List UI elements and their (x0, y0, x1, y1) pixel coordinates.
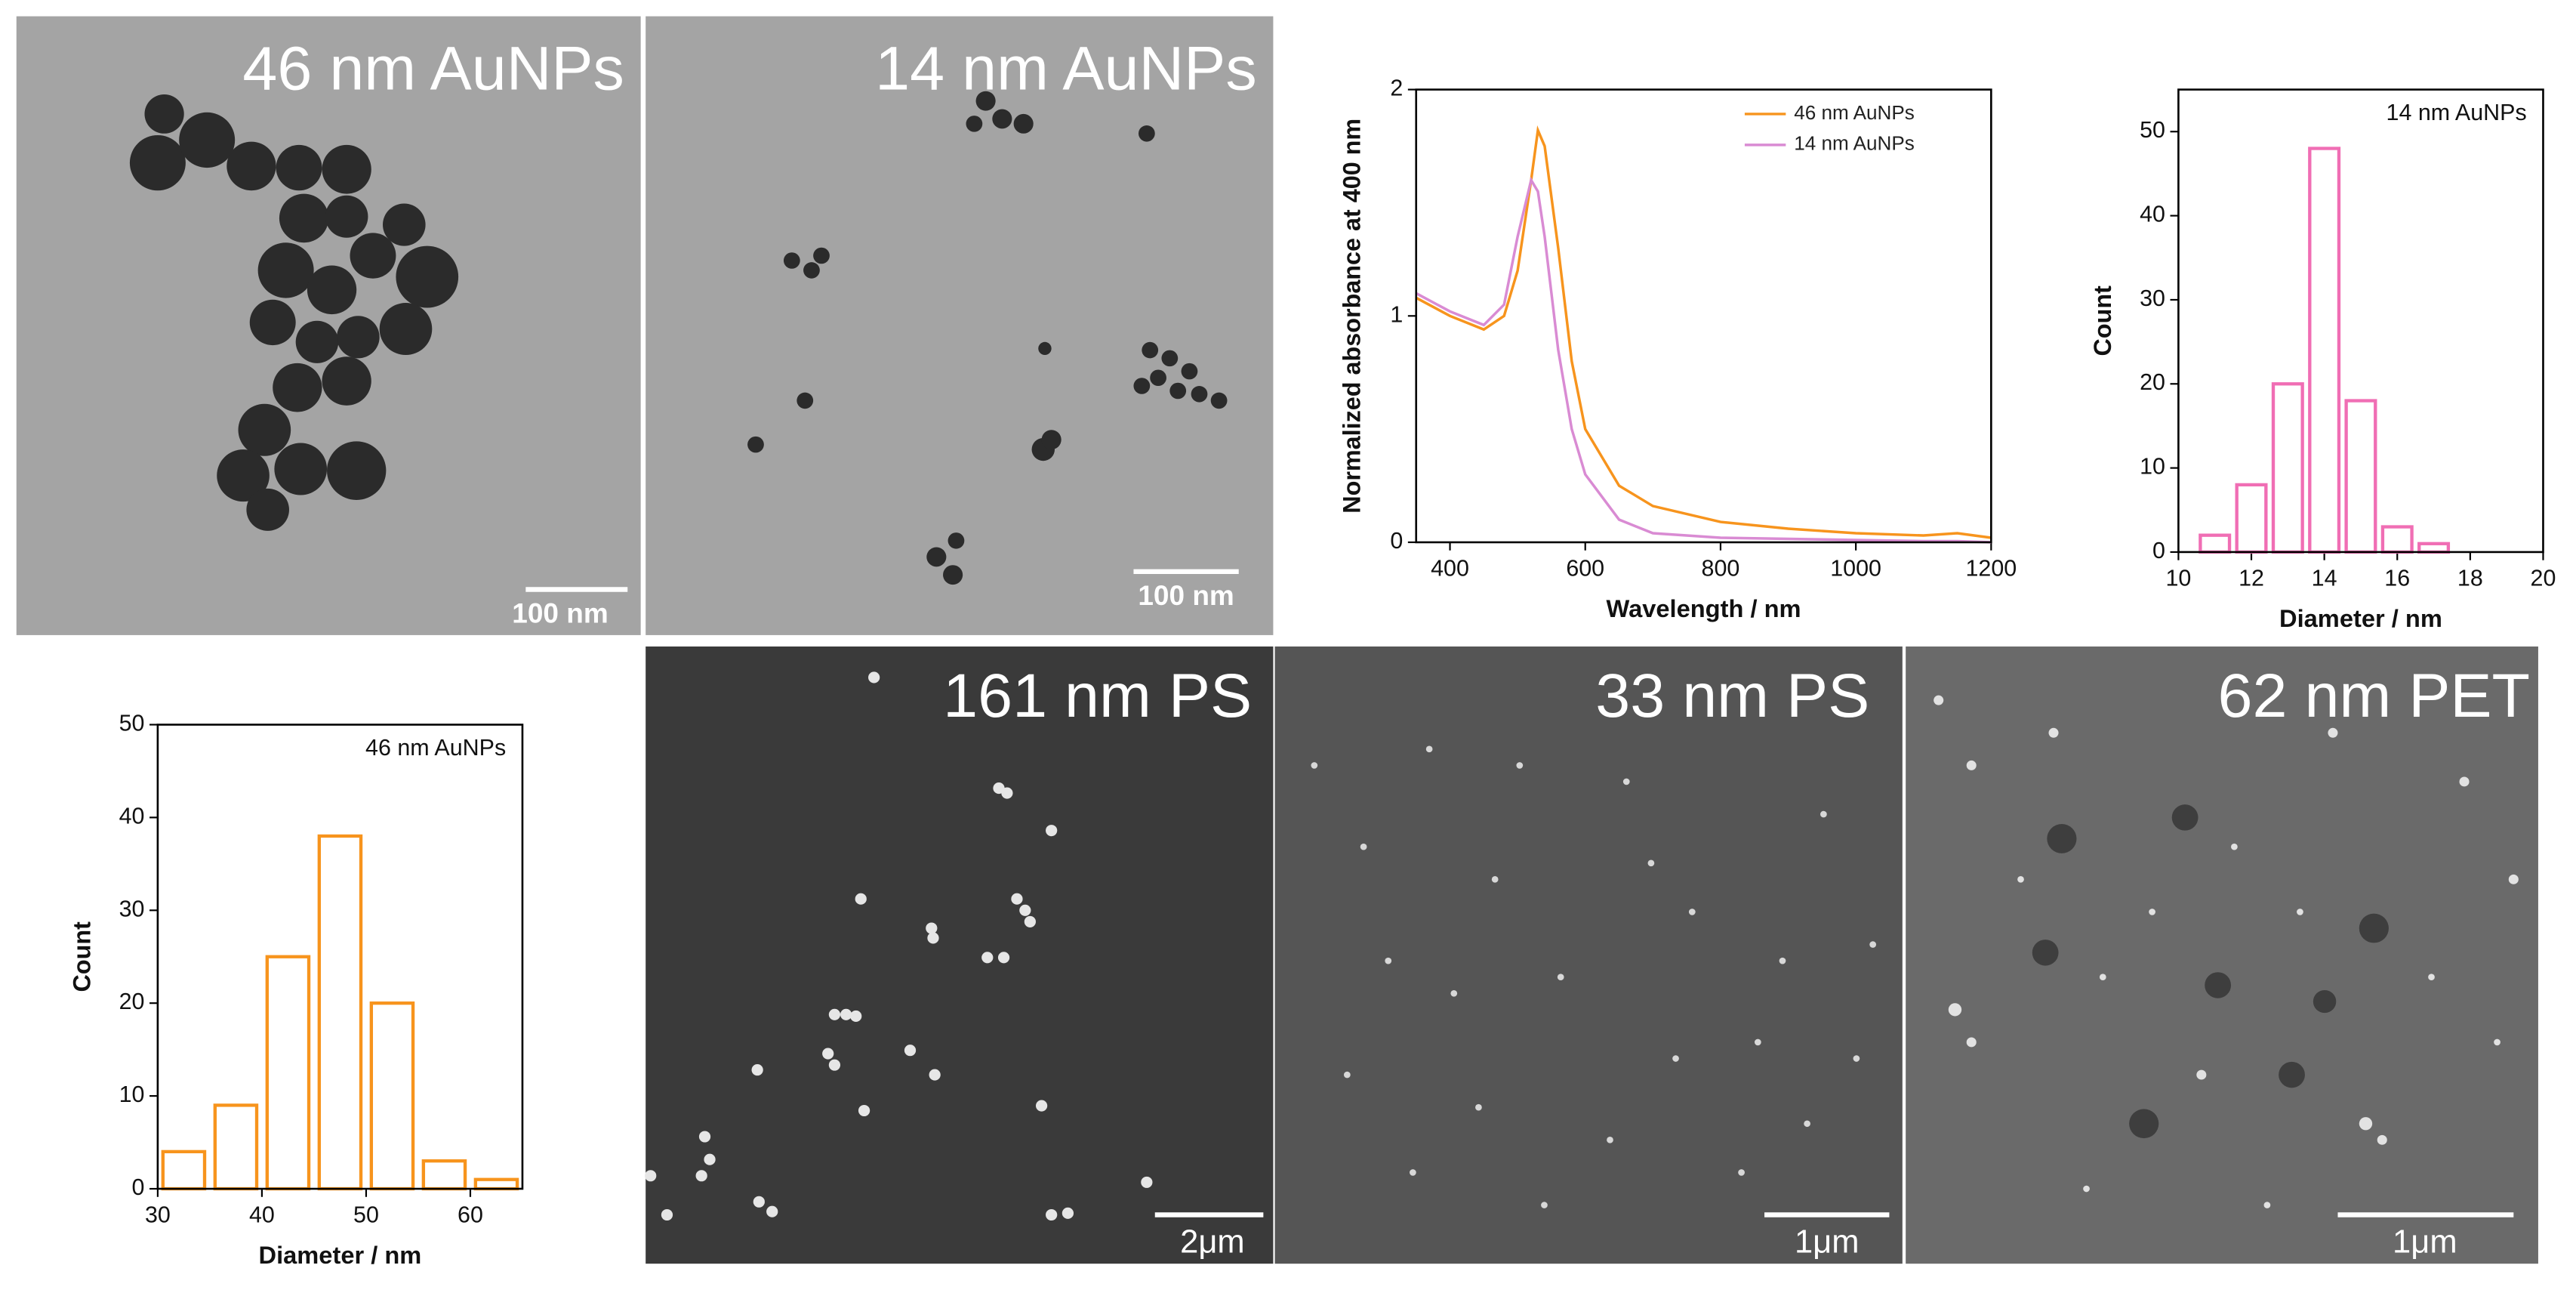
x-tick-label: 16 (2384, 566, 2410, 591)
bar (473, 1177, 519, 1191)
x-axis-label: Wavelength / nm (1606, 595, 1801, 622)
scale-bar-label: 100 nm (512, 598, 608, 629)
y-tick-label: 30 (2140, 286, 2165, 311)
x-tick-label: 40 (249, 1203, 275, 1228)
image-label: 62 nm PET (2218, 661, 2531, 730)
y-tick-label: 50 (2140, 118, 2165, 143)
y-tick-label: 0 (132, 1175, 145, 1200)
y-axis-label: Count (68, 921, 95, 992)
image-label: 33 nm PS (1595, 661, 1869, 730)
y-tick-label: 10 (2140, 455, 2165, 480)
x-tick-label: 30 (145, 1203, 171, 1228)
bar (2199, 533, 2232, 554)
x-tick-label: 18 (2457, 566, 2483, 591)
bar (317, 834, 363, 1191)
y-axis-label: Normalized absorbance at 400 nm (1339, 119, 1366, 514)
sem-image: 62 nm PET 1μm (1906, 646, 2538, 1264)
image-label: 14 nm AuNPs (875, 34, 1256, 103)
legend-label: 46 nm AuNPs (1794, 101, 1915, 124)
bar (2344, 399, 2377, 554)
x-tick-label: 50 (353, 1203, 379, 1228)
y-tick-label: 20 (119, 989, 145, 1014)
y-tick-label: 2 (1390, 76, 1403, 101)
y-tick-label: 10 (119, 1082, 145, 1107)
bar (265, 955, 311, 1191)
y-tick-label: 40 (119, 804, 145, 829)
x-tick-label: 14 (2312, 566, 2337, 591)
line-series (1415, 125, 1992, 539)
x-tick-label: 10 (2165, 566, 2191, 591)
bar (421, 1159, 467, 1191)
x-tick-label: 800 (1702, 557, 1740, 582)
axes-frame (156, 724, 524, 1190)
y-tick-label: 40 (2140, 202, 2165, 227)
x-tick-label: 1200 (1965, 557, 2017, 582)
y-tick-label: 0 (2152, 538, 2165, 563)
x-axis-label: Diameter / nm (259, 1242, 422, 1269)
x-tick-label: 60 (458, 1203, 483, 1228)
axes-frame (2177, 88, 2544, 554)
bar (2380, 525, 2414, 554)
image-label: 46 nm AuNPs (242, 34, 624, 103)
bar (2417, 542, 2451, 554)
line-series (1415, 176, 1992, 544)
y-axis-label: Count (2089, 285, 2116, 356)
y-tick-label: 0 (1390, 529, 1403, 554)
tem-image: 46 nm AuNPs 100 nm (16, 16, 641, 635)
axes-frame (1415, 88, 1992, 544)
bar (2271, 382, 2304, 554)
bar (161, 1150, 207, 1191)
scale-bar-label: 2μm (1180, 1224, 1245, 1261)
scale-bar-label: 100 nm (1138, 580, 1234, 611)
y-tick-label: 30 (119, 896, 145, 921)
bar (2235, 483, 2268, 554)
scale-bar-label: 1μm (2393, 1224, 2457, 1261)
x-tick-label: 1000 (1830, 557, 1881, 582)
scale-bar-label: 1μm (1795, 1224, 1860, 1261)
legend-label: 14 nm AuNPs (1794, 132, 1915, 155)
y-tick-label: 20 (2140, 370, 2165, 395)
sem-image: 161 nm PS 2μm (645, 646, 1274, 1264)
image-label: 161 nm PS (943, 661, 1252, 730)
bar (213, 1103, 259, 1191)
tem-image: 14 nm AuNPs 100 nm (646, 16, 1274, 635)
x-tick-label: 20 (2531, 566, 2556, 591)
annotation: 46 nm AuNPs (365, 736, 506, 761)
sem-image: 33 nm PS 1μm (1274, 646, 1903, 1264)
x-tick-label: 400 (1431, 557, 1469, 582)
x-tick-label: 600 (1566, 557, 1604, 582)
x-axis-label: Diameter / nm (2279, 605, 2442, 632)
bar (369, 1001, 415, 1191)
annotation: 14 nm AuNPs (2386, 100, 2527, 125)
y-tick-label: 1 (1390, 302, 1403, 327)
y-tick-label: 50 (119, 711, 145, 736)
x-tick-label: 12 (2239, 566, 2264, 591)
bar (2308, 147, 2341, 554)
